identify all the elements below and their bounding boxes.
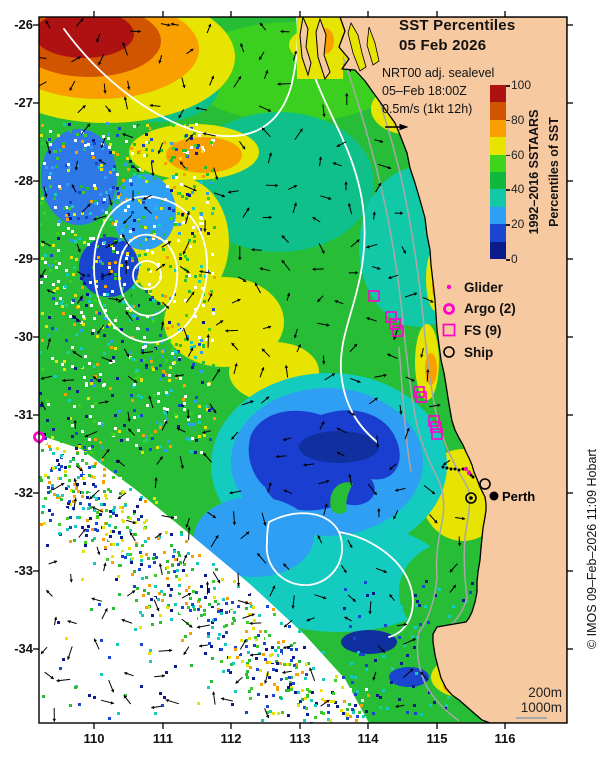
glider-position-dot xyxy=(463,466,469,472)
shark-bay-island xyxy=(299,17,312,77)
glider-track-dot xyxy=(471,475,475,479)
fs-marker xyxy=(389,318,401,330)
circle-bold-symbol-icon xyxy=(443,302,455,315)
colorbar-tick-dash xyxy=(506,259,510,261)
x-axis-tick-label: 116 xyxy=(494,731,516,746)
fs-marker xyxy=(428,415,440,427)
fs-marker xyxy=(430,421,442,433)
square-symbol-icon xyxy=(442,324,456,337)
colorbar-band xyxy=(490,137,506,155)
y-axis-tick-label: -27 xyxy=(14,95,33,110)
colorbar-tick-label: 0 xyxy=(511,252,518,266)
y-axis-tick-label: -26 xyxy=(14,17,33,32)
coastline xyxy=(338,17,567,723)
colorbar-tick-dash xyxy=(506,85,510,87)
legend-label: Argo (2) xyxy=(464,301,516,317)
colorbar-band xyxy=(490,172,506,190)
y-axis-tick-label: -28 xyxy=(14,173,33,188)
y-axis-tick-label: -33 xyxy=(14,563,33,578)
dot-symbol-icon xyxy=(446,284,452,290)
circle-symbol-icon xyxy=(443,346,455,358)
perth-dot xyxy=(489,491,499,501)
y-axis-tick-label: -34 xyxy=(14,641,33,656)
colorbar-tick-label: 80 xyxy=(511,112,525,127)
colorbar-band xyxy=(490,102,506,120)
x-axis-tick-label: 112 xyxy=(220,731,242,746)
colorbar-tick-label: 20 xyxy=(511,217,525,232)
colorbar-band xyxy=(490,241,506,260)
land xyxy=(297,17,567,723)
legend-item-ship: Ship xyxy=(441,343,493,361)
colorbar-band xyxy=(490,154,506,173)
credit-text: © IMOS 09–Feb–2026 11:09 Hobart xyxy=(585,448,599,650)
subtitle-velscale: 0.5m/s (1kt 12h) xyxy=(382,102,473,116)
city-label-perth: Perth xyxy=(502,489,536,504)
x-axis-tick-label: 111 xyxy=(152,731,174,746)
fs-marker xyxy=(431,428,443,440)
depth-label-1000m: 1000m xyxy=(520,700,562,715)
fs-marker xyxy=(415,391,427,403)
x-axis-tick-label: 113 xyxy=(289,731,311,746)
legend-label: Ship xyxy=(464,344,494,360)
glider-track-dot xyxy=(453,467,457,471)
subtitle-model: NRT00 adj. sealevel xyxy=(382,66,495,80)
glider-track-dot xyxy=(449,467,453,471)
colorbar-title-line1: 1992–2016 SSTAARS xyxy=(527,109,541,235)
colorbar-tick-label: 40 xyxy=(511,182,525,197)
colorbar-tick-dash xyxy=(506,189,510,191)
x-axis-tick-label: 110 xyxy=(83,731,105,746)
colorbar-band xyxy=(490,224,506,242)
velocity-scale-arrow xyxy=(385,123,409,131)
legend-label: Glider xyxy=(464,279,504,295)
legend-item-glider: Glider xyxy=(441,278,503,296)
colorbar-title-line2: Percentiles of SST xyxy=(547,117,561,227)
inland-gulf xyxy=(347,22,367,72)
fs-marker xyxy=(385,311,397,323)
y-axis-tick-label: -30 xyxy=(14,329,33,344)
shark-bay-island xyxy=(315,17,331,81)
axis-tickmarks xyxy=(33,11,573,729)
percentile-colorbar xyxy=(490,85,506,260)
depth-label-200m: 200m xyxy=(528,685,562,700)
legend-label: FS (9) xyxy=(464,322,502,338)
x-axis-tick-label: 114 xyxy=(357,731,379,746)
colorbar-band xyxy=(490,85,506,103)
colorbar-band xyxy=(490,119,506,138)
satellite-swath-speckles xyxy=(39,122,474,723)
glider-track-dot xyxy=(441,465,445,469)
fs-marker xyxy=(392,325,404,337)
y-axis-tick-label: -29 xyxy=(14,251,33,266)
inland-gulf xyxy=(366,26,380,66)
fs-marker xyxy=(368,290,380,302)
colorbar-band xyxy=(490,189,506,207)
colorbar-band xyxy=(490,206,506,225)
legend-item-fs: FS (9) xyxy=(441,321,502,339)
legend-item-argo: Argo (2) xyxy=(441,300,516,318)
x-axis-tick-label: 115 xyxy=(426,731,448,746)
glider-track-dot xyxy=(445,466,449,470)
glider-track-dot xyxy=(461,467,465,471)
glider-track-dot xyxy=(457,468,461,472)
subtitle-datetime: 05–Feb 18:00Z xyxy=(382,84,467,98)
colorbar-tick-label: 100 xyxy=(511,78,532,92)
figure-date: 05 Feb 2026 xyxy=(399,37,487,54)
glider-position-dot xyxy=(466,470,472,476)
colorbar-tick-label: 60 xyxy=(511,147,525,162)
figure-title: SST Percentiles xyxy=(399,17,516,34)
y-axis-tick-label: -32 xyxy=(14,485,33,500)
ship-marker xyxy=(479,478,491,490)
colorbar-tick-dash xyxy=(506,119,510,122)
y-axis-tick-label: -31 xyxy=(14,407,33,422)
colorbar-tick-dash xyxy=(506,154,510,157)
colorbar-tick-dash xyxy=(506,224,510,226)
ship-marker xyxy=(465,492,477,504)
map-frame xyxy=(38,16,568,724)
